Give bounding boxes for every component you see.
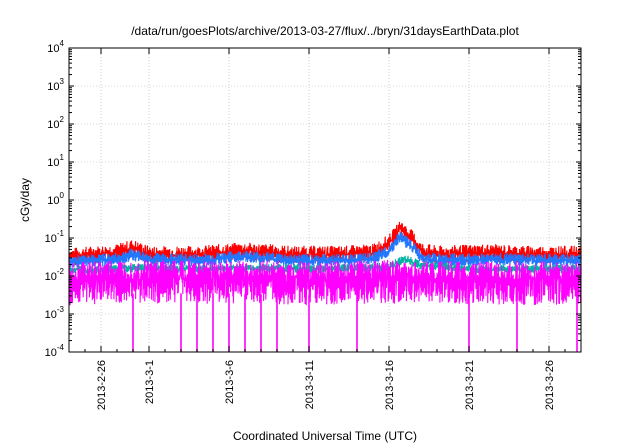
x-tick-label: 2013-2-26 (96, 360, 108, 410)
x-tick-label: 2013-3-16 (384, 360, 396, 410)
y-tick-label: 104 (47, 39, 64, 55)
y-tick-label: 10-4 (45, 343, 65, 359)
x-axis-ticks: 2013-2-26 2013-3-1 2013-3-6 2013-3-11 2013-3… (68, 48, 582, 410)
x-tick-label: 2013-3-1 (144, 360, 156, 404)
series-line-3 (68, 259, 582, 306)
y-tick-label: 103 (47, 77, 64, 93)
x-tick-label: 2013-3-11 (304, 360, 316, 409)
x-tick-label: 2013-3-6 (224, 360, 236, 404)
y-tick-label: 102 (47, 115, 64, 131)
y-tick-label: 10-1 (45, 229, 65, 245)
x-tick-label: 2013-3-21 (464, 360, 476, 410)
grid (69, 47, 581, 353)
plot-series (68, 221, 582, 352)
x-tick-label: 2013-3-26 (544, 360, 556, 410)
x-axis-label: Coordinated Universal Time (UTC) (233, 429, 417, 443)
y-tick-label: 100 (47, 191, 64, 207)
y-tick-label: 10-3 (45, 305, 65, 321)
chart-title: /data/run/goesPlots/archive/2013-03-27/f… (131, 24, 519, 38)
y-axis-ticks: 10-4 10-3 10-2 10-1 100 101 102 103 104 (45, 39, 581, 359)
y-tick-label: 101 (47, 153, 64, 169)
y-tick-label: 10-2 (45, 267, 65, 283)
y-axis-label: cGy/day (18, 178, 32, 222)
